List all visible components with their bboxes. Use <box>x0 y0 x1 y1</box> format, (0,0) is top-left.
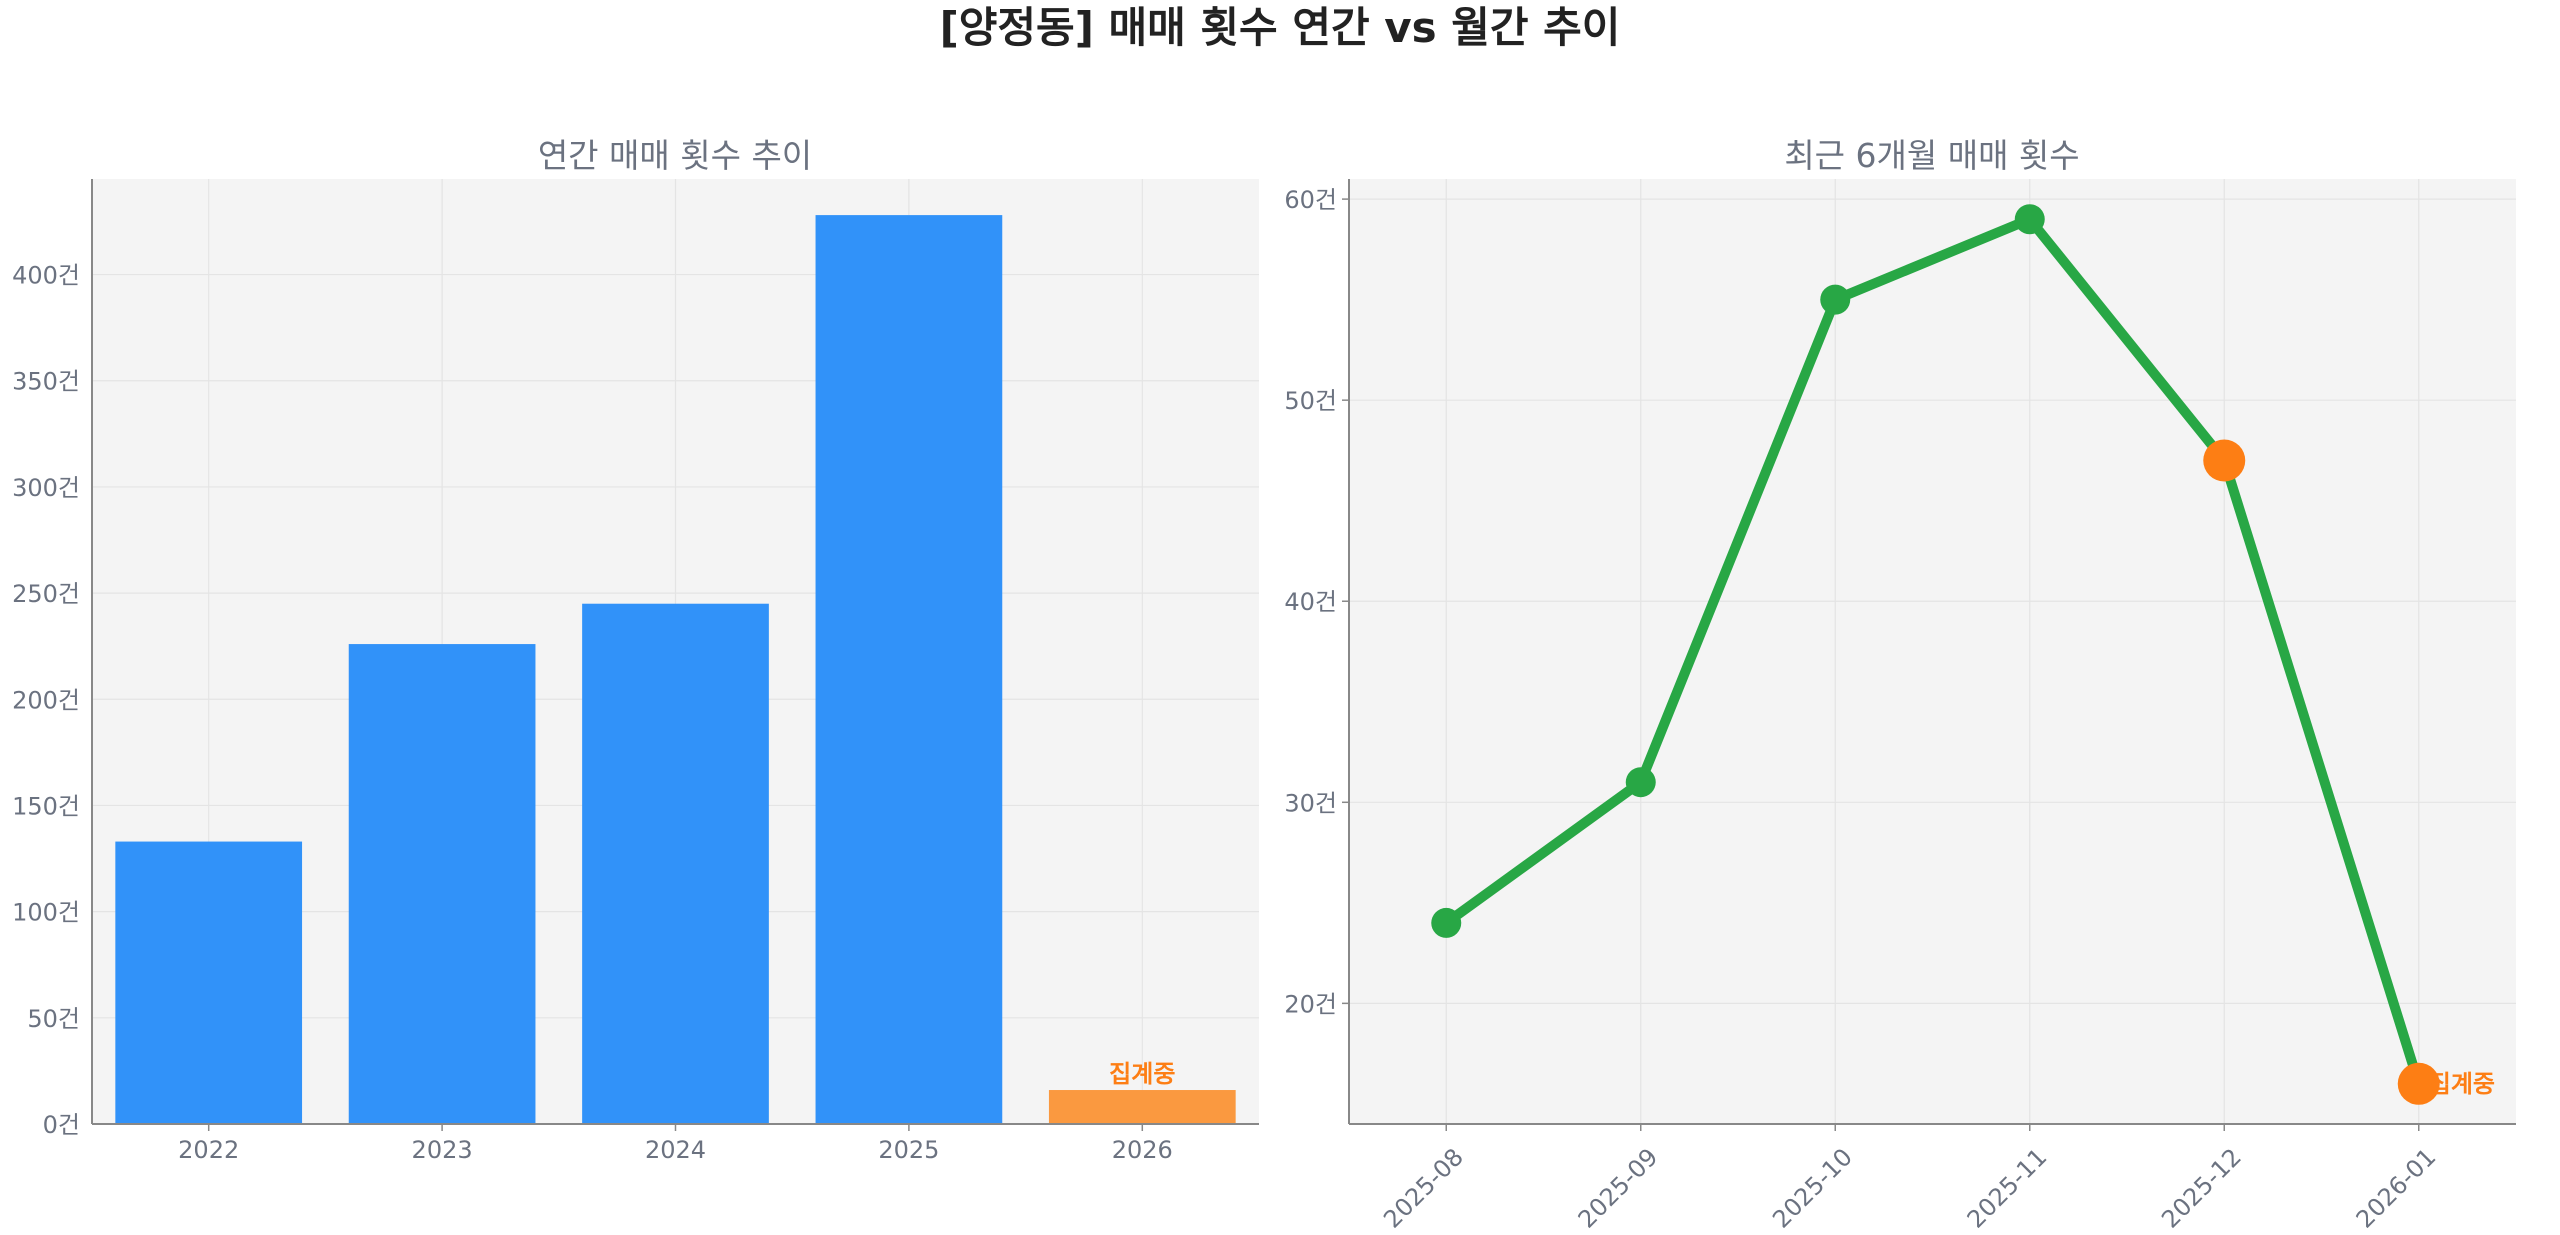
y-tick-label: 100건 <box>12 899 80 927</box>
y-tick-label: 30건 <box>1284 789 1337 817</box>
bar-2024 <box>582 603 769 1124</box>
x-tick-label: 2025 <box>878 1136 939 1164</box>
bar-2026 <box>1048 1090 1236 1124</box>
data-point-2025-10 <box>1820 284 1851 315</box>
monthly-line-chart: 집계중 20건 30건 40건 50건 60건 2025-08 2025-09 2025-1… <box>1284 136 2516 1234</box>
y-tick-label: 50건 <box>27 1005 80 1033</box>
data-point-2025-08 <box>1431 907 1462 938</box>
partial-label: 집계중 <box>2429 1070 2495 1098</box>
x-tick-label: 2026-01 <box>2351 1143 2442 1234</box>
y-tick-label: 350건 <box>12 368 80 396</box>
data-point-2025-12 <box>2203 439 2246 482</box>
line-chart-grid <box>1349 179 2516 1124</box>
y-tick-label: 200건 <box>12 686 80 714</box>
data-point-2025-09 <box>1625 767 1656 798</box>
line-chart-y-ticks: 20건 30건 40건 50건 60건 <box>1284 186 1349 1018</box>
bar-2023 <box>348 644 536 1124</box>
x-tick-label: 2022 <box>178 1136 239 1164</box>
y-tick-label: 0건 <box>43 1111 80 1139</box>
y-tick-label: 40건 <box>1284 588 1337 616</box>
bar-chart-y-ticks: 0건 50건 100건 150건 200건 250건 300건 350건 400건 <box>12 262 80 1139</box>
x-tick-label: 2025-12 <box>2156 1143 2247 1234</box>
series-line <box>1441 214 2424 1089</box>
bar-chart-bars: 집계중 <box>115 215 1236 1124</box>
line-chart-title: 최근 6개월 매매 횟수 <box>1784 136 2079 175</box>
x-tick-label: 2024 <box>645 1136 706 1164</box>
line-chart-series: 집계중 <box>1431 204 2495 1105</box>
bar-2022 <box>115 841 303 1124</box>
data-point-2025-11 <box>2014 204 2045 235</box>
y-tick-label: 150건 <box>12 792 80 820</box>
figure-title: [양정동] 매매 횟수 연간 vs 월간 추이 <box>940 3 1621 52</box>
line-chart-x-ticks: 2025-08 2025-09 2025-10 2025-11 2025-12 2026-… <box>1378 1124 2441 1234</box>
y-tick-label: 400건 <box>12 262 80 290</box>
y-tick-label: 60건 <box>1284 186 1337 214</box>
bar-2025 <box>815 215 1003 1124</box>
x-tick-label: 2025-09 <box>1573 1143 1664 1234</box>
x-tick-label: 2025-08 <box>1378 1143 1469 1234</box>
line-chart-plot-area <box>1349 179 2516 1124</box>
y-tick-label: 250건 <box>12 580 80 608</box>
x-tick-label: 2025-11 <box>1962 1143 2053 1234</box>
annual-bar-chart: 집계중 0건 50건 100건 150건 200건 250건 300건 350건 400건 20… <box>12 136 1259 1164</box>
bar-chart-title: 연간 매매 횟수 추이 <box>538 136 812 175</box>
bar-chart-x-ticks: 2022 2023 2024 2025 2026 <box>178 1124 1173 1164</box>
x-tick-label: 2026 <box>1112 1136 1173 1164</box>
partial-label: 집계중 <box>1109 1060 1175 1088</box>
x-tick-label: 2023 <box>412 1136 473 1164</box>
y-tick-label: 50건 <box>1284 387 1337 415</box>
y-tick-label: 300건 <box>12 474 80 502</box>
y-tick-label: 20건 <box>1284 990 1337 1018</box>
x-tick-label: 2025-10 <box>1767 1143 1858 1234</box>
data-point-2026-01 <box>2397 1062 2440 1105</box>
